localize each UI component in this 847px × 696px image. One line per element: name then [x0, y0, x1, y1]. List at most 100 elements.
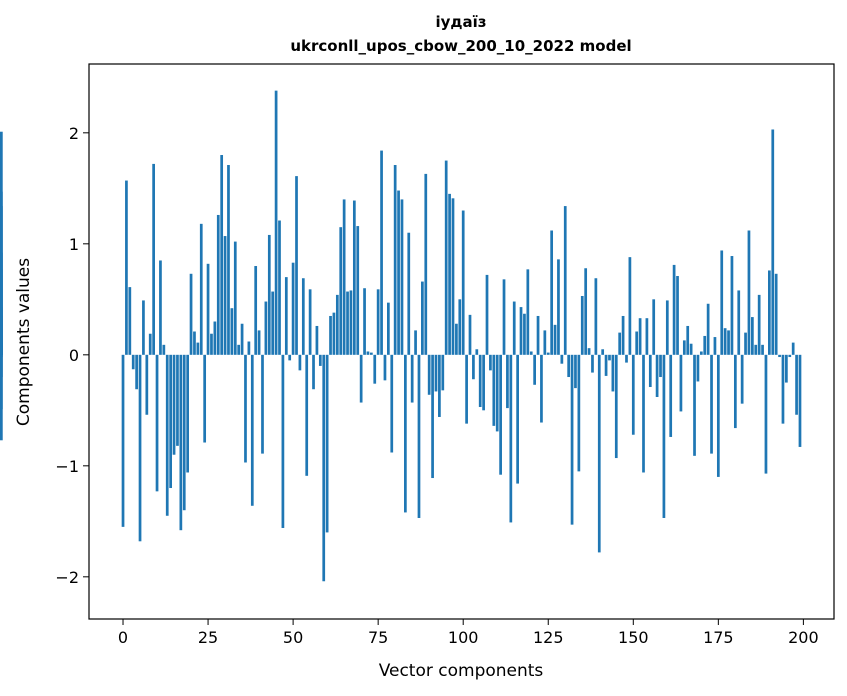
- bar-component-113: [506, 354, 509, 409]
- bar-component-156: [652, 299, 656, 355]
- bar-component-170: [699, 351, 703, 355]
- bar-component-153: [642, 354, 645, 473]
- bar-component-178: [727, 330, 730, 355]
- bar-component-63: [335, 294, 339, 355]
- bar-component-3: [131, 354, 135, 370]
- bar-component-149: [628, 257, 632, 355]
- chart-title: іудаїз: [435, 13, 486, 31]
- bar-component-106: [482, 354, 485, 411]
- bar-component-26: [210, 333, 213, 355]
- bar-component-104: [475, 349, 479, 355]
- bar-component-55: [308, 289, 312, 355]
- bar-component-144: [611, 354, 615, 392]
- bar-component-30: [223, 236, 227, 355]
- x-axis-ticks: 0 25 50 75 100 125 150 175 200: [118, 619, 819, 647]
- y-tick-label: −2: [55, 568, 79, 587]
- y-tick-label: −1: [55, 457, 79, 476]
- x-tick-label: 125: [533, 628, 564, 647]
- bar-component-111: [499, 354, 502, 475]
- bar-component-112: [502, 279, 506, 355]
- bar-component-54: [305, 354, 309, 476]
- bar-component-157: [655, 354, 659, 397]
- bar-component-68: [352, 200, 356, 355]
- bar-component-70: [359, 354, 363, 403]
- bar-component-99: [458, 299, 462, 355]
- bar-component-42: [264, 301, 268, 355]
- bar-component-124: [543, 330, 547, 355]
- bar-component-73: [369, 352, 373, 355]
- bar-component-150: [631, 354, 635, 435]
- bar-component-21: [193, 331, 196, 355]
- bar-component-49: [288, 354, 292, 361]
- bars-group: [0, 90, 802, 582]
- bar-component-45: [274, 90, 278, 355]
- chart-subtitle: ukrconll_upos_cbow_200_10_2022 model: [290, 37, 631, 55]
- bar-component-95: [444, 160, 448, 355]
- x-tick-label: 150: [618, 628, 649, 647]
- bar-component-27: [213, 321, 217, 355]
- bar-component-138: [591, 354, 594, 373]
- bar-component-90: [427, 354, 431, 395]
- bar-component-32: [230, 308, 234, 355]
- bar-component-121: [533, 354, 536, 385]
- bar-component-18: [182, 354, 186, 511]
- x-tick-label: 25: [198, 628, 218, 647]
- bar-component-7: [145, 354, 149, 415]
- bar-component-101: [465, 354, 468, 424]
- bar-component-176: [720, 250, 724, 355]
- bar-component-46: [278, 220, 281, 355]
- bar-component-75: [376, 289, 380, 355]
- bar-component-134: [577, 354, 581, 472]
- bar-component-105: [478, 354, 482, 407]
- bar-component-135: [580, 295, 584, 355]
- x-tick-label: 75: [368, 628, 388, 647]
- bar-component-62: [332, 312, 336, 355]
- bar-component-43: [267, 234, 271, 355]
- bar-component-115: [512, 301, 516, 355]
- x-axis-label: Vector components: [379, 661, 544, 681]
- bar-component-171: [703, 335, 707, 355]
- bar-component-79: [390, 354, 394, 453]
- bar-component-23: [199, 223, 203, 355]
- bar-component-24: [203, 354, 207, 443]
- bar-component-118: [523, 313, 526, 355]
- bar-component-38: [250, 354, 254, 506]
- bar-component-88: [421, 281, 424, 355]
- bar-component-50: [291, 262, 295, 355]
- bar-component-0: [121, 354, 125, 527]
- bar-component-59: [322, 354, 326, 582]
- bar-component-109: [492, 354, 496, 426]
- bar-component-114: [509, 354, 513, 523]
- bar-component-77: [383, 354, 387, 381]
- y-tick-label: 1: [69, 235, 79, 254]
- bar-component-17: [179, 354, 183, 531]
- bar-component-158: [659, 354, 662, 378]
- bar-component-161: [669, 354, 673, 437]
- bar-component-146: [618, 332, 622, 355]
- bar-component-69: [356, 226, 360, 355]
- bar-component-177: [723, 328, 727, 355]
- bar-component-197: [791, 342, 795, 355]
- bar-component-137: [587, 348, 591, 355]
- bar-component-130: [563, 206, 567, 355]
- bar-component-83: [404, 354, 407, 513]
- bar-component-97: [451, 198, 455, 355]
- bar-component-33: [233, 241, 237, 355]
- bar-component-35: [240, 323, 244, 355]
- bar-component-131: [567, 354, 571, 378]
- y-axis-ticks: −2 −1 0 1 2: [55, 124, 89, 587]
- bar-component-147: [621, 315, 625, 355]
- bar-component-126: [550, 230, 554, 355]
- bar-component-116: [516, 354, 519, 484]
- bar-component-65: [342, 199, 346, 355]
- x-tick-label: 200: [788, 628, 819, 647]
- bar-component-2: [128, 287, 132, 355]
- bar-component-4: [135, 354, 138, 390]
- bar-component-1: [125, 180, 128, 355]
- bar-component-13: [165, 354, 169, 516]
- bar-component-6: [142, 300, 145, 355]
- bar-component-15: [172, 354, 176, 455]
- plot-frame: [88, 63, 835, 620]
- bar-component-102: [468, 314, 472, 355]
- bar-component-22: [196, 342, 200, 355]
